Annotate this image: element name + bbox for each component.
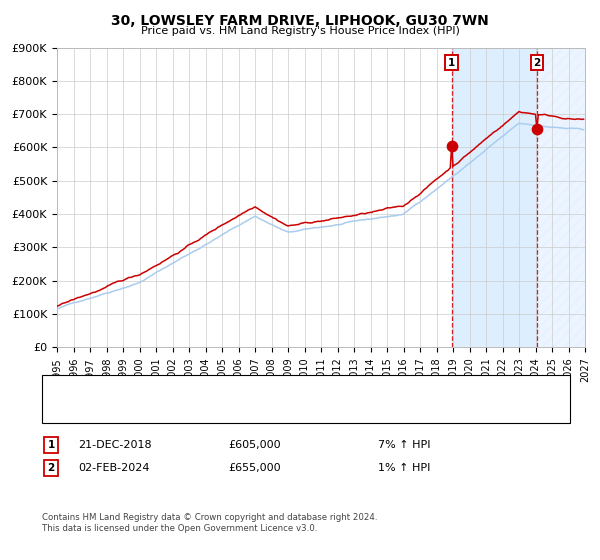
- Text: 2: 2: [533, 58, 541, 68]
- Text: 1: 1: [47, 440, 55, 450]
- Text: —: —: [57, 381, 71, 395]
- Text: 1: 1: [448, 58, 455, 68]
- Point: [447, 141, 457, 150]
- Text: 7% ↑ HPI: 7% ↑ HPI: [378, 440, 431, 450]
- Bar: [452, 48, 537, 347]
- Text: Contains HM Land Registry data © Crown copyright and database right 2024.: Contains HM Land Registry data © Crown c…: [42, 513, 377, 522]
- Text: 30, LOWSLEY FARM DRIVE, LIPHOOK, GU30 7WN (detached house): 30, LOWSLEY FARM DRIVE, LIPHOOK, GU30 7W…: [75, 384, 421, 394]
- Text: 1% ↑ HPI: 1% ↑ HPI: [378, 463, 430, 473]
- Text: Price paid vs. HM Land Registry's House Price Index (HPI): Price paid vs. HM Land Registry's House …: [140, 26, 460, 36]
- Text: 21-DEC-2018: 21-DEC-2018: [78, 440, 152, 450]
- Text: —: —: [57, 404, 71, 418]
- Text: £655,000: £655,000: [228, 463, 281, 473]
- Text: 02-FEB-2024: 02-FEB-2024: [78, 463, 149, 473]
- Text: £605,000: £605,000: [228, 440, 281, 450]
- Bar: [537, 48, 585, 347]
- Text: HPI: Average price, detached house, East Hampshire: HPI: Average price, detached house, East…: [75, 406, 350, 416]
- Text: This data is licensed under the Open Government Licence v3.0.: This data is licensed under the Open Gov…: [42, 524, 317, 533]
- Text: 30, LOWSLEY FARM DRIVE, LIPHOOK, GU30 7WN: 30, LOWSLEY FARM DRIVE, LIPHOOK, GU30 7W…: [111, 14, 489, 28]
- Point: [532, 125, 542, 134]
- Text: 2: 2: [47, 463, 55, 473]
